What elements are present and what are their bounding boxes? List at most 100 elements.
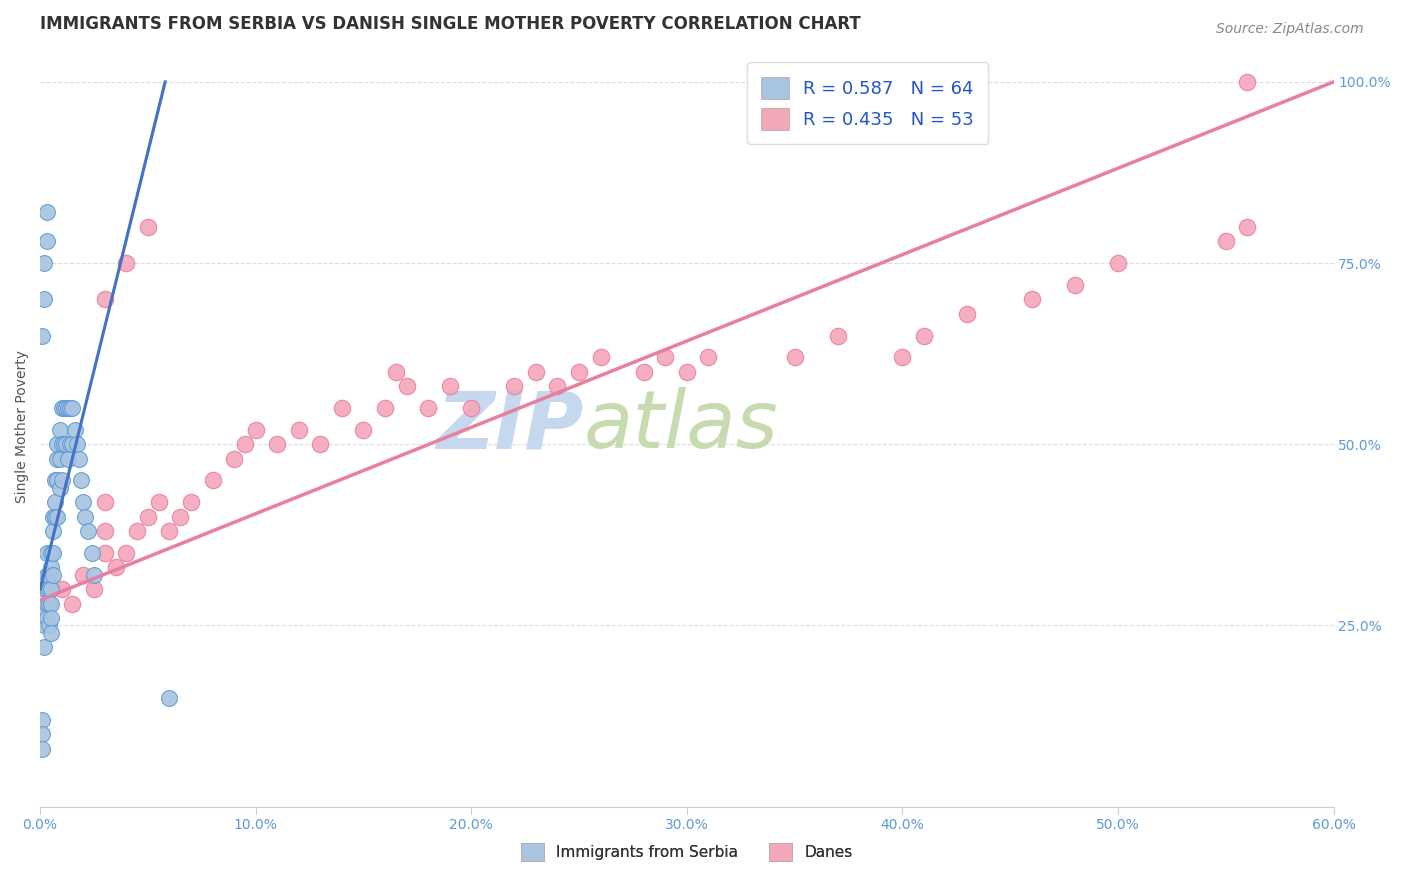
Point [51,401,73,415]
Point [35,205,58,219]
Point [439,379,461,393]
Point [546,379,568,393]
Point [48,451,70,466]
Point [395,379,418,393]
Point [46,509,69,524]
Point [62,401,84,415]
Point [48,423,70,437]
Point [39,546,62,560]
Point [1021,293,1043,307]
Point [51,474,73,488]
Point [83,582,105,597]
Point [51,437,73,451]
Point [374,401,396,415]
Point [148,495,170,509]
Point [46,437,69,451]
Point [94,293,117,307]
Point [568,365,591,379]
Point [633,365,655,379]
Point [48,481,70,495]
Point [42,524,65,539]
Point [38,567,60,582]
Point [42,509,65,524]
Point [52,437,75,451]
Point [35,597,58,611]
Point [94,524,117,539]
Point [38,597,60,611]
Text: ZIP: ZIP [436,387,583,465]
Point [245,423,267,437]
Point [169,509,191,524]
Point [127,524,149,539]
Point [42,567,65,582]
Point [1063,277,1085,292]
Point [589,351,612,365]
Point [35,235,58,249]
Point [353,423,375,437]
Point [66,437,89,451]
Point [1236,75,1258,89]
Point [44,474,66,488]
Point [180,495,202,509]
Point [75,509,97,524]
Point [1215,235,1237,249]
Point [1107,256,1129,270]
Point [956,307,979,321]
Point [418,401,440,415]
Point [67,451,90,466]
Point [59,437,82,451]
Point [912,328,935,343]
Point [34,582,56,597]
Point [94,546,117,560]
Point [34,604,56,618]
Point [56,401,79,415]
Point [39,611,62,625]
Point [52,401,75,415]
Point [35,582,58,597]
Point [63,423,86,437]
Point [34,293,56,307]
Point [70,474,93,488]
Point [38,582,60,597]
Point [55,401,77,415]
Point [827,328,849,343]
Point [44,509,66,524]
Point [1236,219,1258,234]
Point [39,582,62,597]
Point [56,451,79,466]
Point [62,597,84,611]
Point [697,351,720,365]
Point [72,495,94,509]
Point [35,611,58,625]
Point [31,328,53,343]
Point [288,423,311,437]
Point [46,451,69,466]
Text: Source: ZipAtlas.com: Source: ZipAtlas.com [1216,22,1364,37]
Point [38,618,60,632]
Point [83,567,105,582]
Point [385,365,408,379]
Point [34,618,56,632]
Point [891,351,914,365]
Point [330,401,353,415]
Point [654,351,676,365]
Point [460,401,482,415]
Point [80,546,103,560]
Point [34,256,56,270]
Point [201,474,224,488]
Point [136,219,159,234]
Point [233,437,256,451]
Point [76,524,98,539]
Point [31,741,53,756]
Point [62,437,84,451]
Point [39,625,62,640]
Point [39,560,62,574]
Point [72,567,94,582]
Point [46,474,69,488]
Point [35,546,58,560]
Text: IMMIGRANTS FROM SERBIA VS DANISH SINGLE MOTHER POVERTY CORRELATION CHART: IMMIGRANTS FROM SERBIA VS DANISH SINGLE … [41,15,860,33]
Point [524,365,547,379]
Point [309,437,332,451]
Point [31,713,53,727]
Point [31,727,53,741]
